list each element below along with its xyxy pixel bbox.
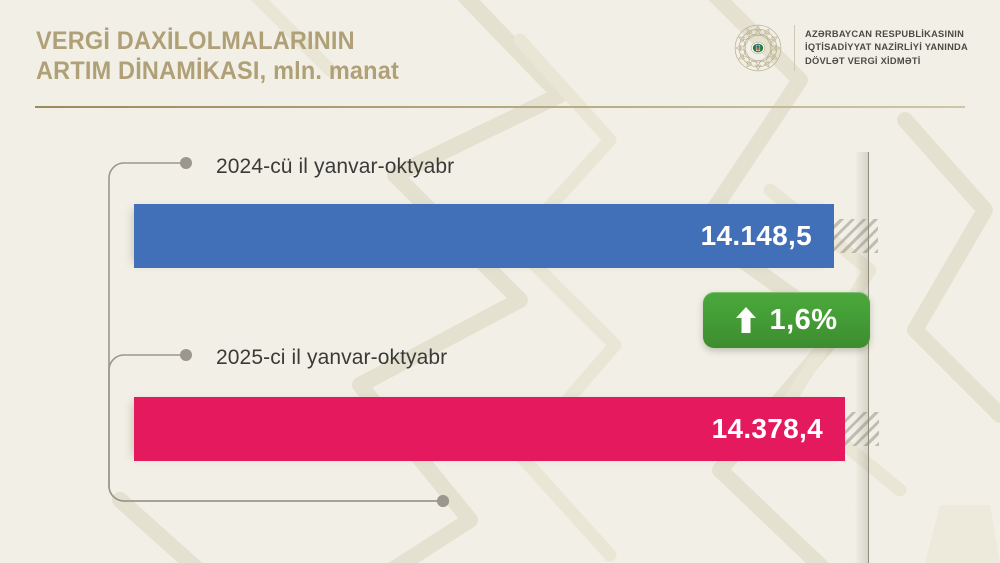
growth-value: 1,6% [769,303,838,336]
arrow-up-icon [736,307,757,333]
page-fold-shadow [844,152,868,563]
growth-badge[interactable]: 1,6% [703,292,870,348]
series-label-2025: 2025-ci il yanvar-oktyabr [216,346,448,369]
organization-logo: AZƏRBAYCAN RESPUBLİKASININ İQTİSADİYYAT … [732,22,968,74]
bar-2025[interactable]: 14.378,4 [134,397,845,461]
logo-divider [794,25,795,71]
series-label-2024: 2024-cü il yanvar-oktyabr [216,155,455,178]
bar-2024[interactable]: 14.148,5 [134,204,834,268]
org-line-2: İQTİSADİYYAT NAZİRLİYİ YANINDA [805,42,968,53]
bar-value-2024: 14.148,5 [700,220,812,251]
state-tax-service-emblem-icon [734,24,782,72]
org-line-1: AZƏRBAYCAN RESPUBLİKASININ [805,29,965,40]
header: VERGİ DAXİLOLMALARININ ARTIM DİNAMİKASI,… [0,0,1000,110]
page-fold-line [868,152,869,563]
title-divider [35,106,965,108]
org-line-3: DÖVLƏT VERGİ XİDMƏTİ [805,55,921,66]
page-title: VERGİ DAXİLOLMALARININ ARTIM DİNAMİKASI,… [36,27,400,85]
bar-value-2025: 14.378,4 [711,413,823,444]
organization-name: AZƏRBAYCAN RESPUBLİKASININ İQTİSADİYYAT … [805,28,968,68]
